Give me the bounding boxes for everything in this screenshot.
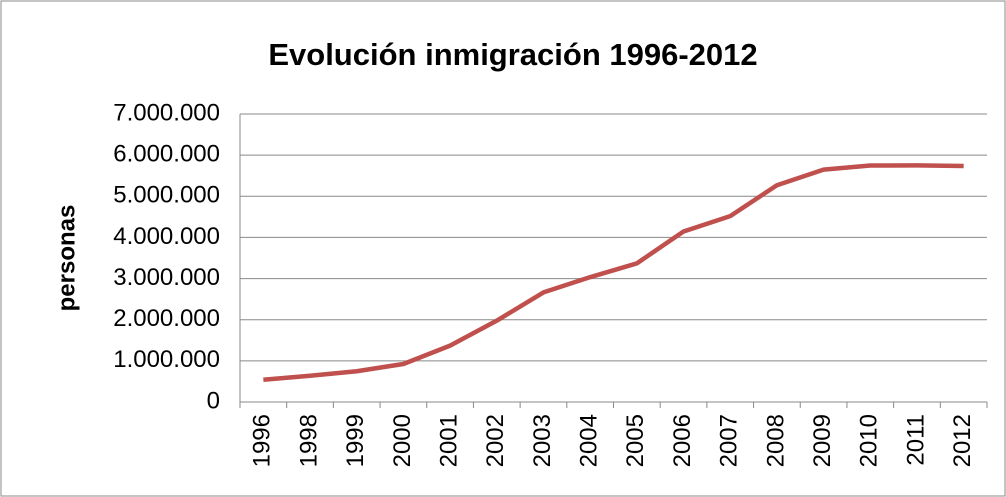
x-tick-label: 2010 (856, 414, 883, 467)
y-tick-label: 6.000.000 (113, 140, 220, 167)
x-tick-label: 2007 (716, 414, 743, 467)
y-tick-label: 1.000.000 (113, 346, 220, 373)
y-tick-label: 5.000.000 (113, 182, 220, 209)
x-tick-label: 2006 (669, 414, 696, 467)
x-tick-label: 2008 (762, 414, 789, 467)
x-tick-label: 2009 (809, 414, 836, 467)
x-tick-label: 2003 (529, 414, 556, 467)
line-series (263, 163, 964, 382)
y-tick-label: 0 (207, 387, 220, 414)
x-tick-label: 1996 (249, 414, 276, 467)
y-tick-label: 4.000.000 (113, 223, 220, 250)
y-tick-label: 2.000.000 (113, 305, 220, 332)
x-tick-label: 2011 (902, 414, 929, 466)
x-tick-label: 1998 (295, 414, 322, 467)
x-tick-label: 1999 (342, 414, 369, 467)
x-tick-label: 2002 (482, 414, 509, 467)
y-tick-label: 3.000.000 (113, 264, 220, 291)
x-tick-label: 2000 (389, 414, 416, 467)
x-tick-label: 2004 (576, 414, 603, 467)
y-tick-label: 7.000.000 (113, 99, 220, 126)
y-axis-label: personas (53, 205, 80, 312)
x-tick-label: 2005 (622, 414, 649, 467)
x-tick-label: 2001 (435, 414, 462, 467)
x-tick-label: 2012 (949, 414, 976, 467)
chart-title: Evolución inmigración 1996-2012 (268, 37, 757, 72)
